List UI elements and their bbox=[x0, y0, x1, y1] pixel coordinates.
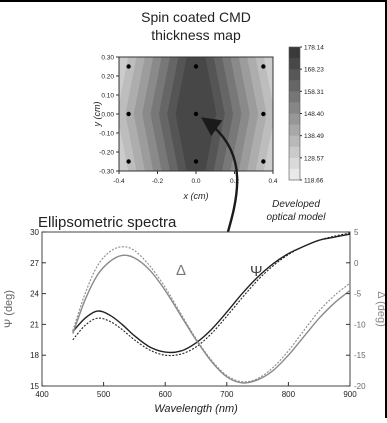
y-tick-label: -0.30 bbox=[99, 169, 114, 176]
x-tick-label: 500 bbox=[97, 390, 111, 399]
map-x-axis-label: x (cm) bbox=[183, 191, 209, 201]
map-title: Spin coated CMD bbox=[141, 9, 251, 25]
map-x-ticks: -0.4 -0.2 0.0 0.2 0.4 bbox=[113, 171, 278, 185]
delta-model-line bbox=[72, 246, 350, 383]
colorbar-tick-label: 118.66 bbox=[304, 178, 324, 185]
colorbar: 178.14 168.23 158.31 148.40 138.49 128.57 118.… bbox=[288, 45, 324, 185]
colorbar-swatch bbox=[289, 102, 300, 114]
y-tick-label: -0.10 bbox=[99, 131, 114, 138]
ellipsometric-spectra: Ellipsometric spectra 400 500 600 700 800 900… bbox=[3, 214, 387, 415]
y-tick-label: 18 bbox=[30, 351, 39, 360]
measurement-point bbox=[126, 159, 131, 164]
colorbar-swatch bbox=[289, 124, 300, 137]
x-tick-label: 0.2 bbox=[230, 178, 239, 185]
psi-series-label: Ψ bbox=[250, 263, 263, 280]
y-tick-label: 15 bbox=[30, 382, 39, 391]
x-tick-label: 800 bbox=[282, 390, 296, 399]
annotation-line2: optical model bbox=[267, 212, 327, 223]
spectra-x-ticks: 400 500 600 700 800 900 bbox=[35, 382, 357, 399]
colorbar-tick-label: 168.23 bbox=[304, 67, 324, 74]
colorbar-swatch bbox=[289, 113, 300, 126]
y-tick-label: 0.20 bbox=[101, 74, 114, 81]
map-y-axis-label: y (cm) bbox=[92, 102, 102, 128]
colorbar-swatch bbox=[289, 91, 300, 103]
map-title-line2: thickness map bbox=[151, 27, 241, 43]
colorbar-swatch bbox=[289, 80, 300, 92]
spectra-y-ticks: 30 27 24 21 18 15 bbox=[30, 228, 46, 391]
measurement-point bbox=[126, 64, 131, 69]
measurement-point bbox=[261, 159, 266, 164]
y2-tick-label: -5 bbox=[354, 290, 362, 299]
top-border bbox=[0, 0, 387, 2]
colorbar-swatch bbox=[289, 146, 300, 159]
measurement-points bbox=[126, 64, 266, 164]
y-tick-label: 30 bbox=[30, 228, 39, 237]
right-border bbox=[385, 0, 387, 418]
measurement-point bbox=[126, 111, 131, 117]
y2-tick-label: -10 bbox=[354, 320, 366, 329]
colorbar-swatch bbox=[289, 58, 300, 70]
colorbar-swatch bbox=[289, 168, 300, 181]
y2-tick-label: 5 bbox=[354, 228, 359, 237]
delta-series-label: Δ bbox=[176, 262, 186, 279]
y-tick-label: 21 bbox=[30, 320, 39, 329]
x-tick-label: -0.2 bbox=[152, 178, 164, 185]
colorbar-swatch bbox=[289, 135, 300, 148]
y2-tick-label: 0 bbox=[354, 259, 359, 268]
measurement-point bbox=[261, 64, 266, 69]
spectra-title: Ellipsometric spectra bbox=[38, 214, 177, 231]
y-tick-label: 24 bbox=[30, 290, 39, 299]
delta-measured-line bbox=[72, 254, 350, 384]
measurement-point bbox=[193, 111, 199, 117]
x-tick-label: -0.4 bbox=[113, 178, 125, 185]
psi-measured-line bbox=[72, 233, 350, 354]
y-tick-label: 0.10 bbox=[101, 93, 114, 100]
colorbar-swatch bbox=[289, 47, 300, 59]
y-tick-label: 0.00 bbox=[101, 112, 114, 119]
colorbar-tick-label: 148.40 bbox=[304, 111, 324, 118]
colorbar-swatch bbox=[289, 157, 300, 170]
x-tick-label: 400 bbox=[35, 390, 49, 399]
x-tick-label: 0.4 bbox=[268, 178, 277, 185]
colorbar-tick-label: 138.49 bbox=[304, 133, 324, 140]
colorbar-swatch bbox=[289, 69, 300, 81]
y2-tick-label: -20 bbox=[354, 382, 366, 391]
colorbar-tick-label: 178.14 bbox=[304, 45, 324, 52]
thickness-map: Spin coated CMD thickness map -0.4 -0.2 0.… bbox=[92, 9, 324, 201]
y-tick-label: 27 bbox=[30, 259, 39, 268]
spectra-y2-axis-label: Δ (deg) bbox=[375, 291, 387, 326]
spectra-series bbox=[72, 232, 350, 384]
x-tick-label: 600 bbox=[159, 390, 173, 399]
spectra-y-axis-label: Ψ (deg) bbox=[3, 290, 15, 328]
measurement-point bbox=[261, 111, 266, 117]
spectra-y2-ticks: 5 0 -5 -10 -15 -20 bbox=[346, 228, 366, 391]
x-tick-label: 700 bbox=[220, 390, 234, 399]
y2-tick-label: -15 bbox=[354, 351, 366, 360]
annotation-line1: Developed bbox=[272, 199, 320, 210]
measurement-point bbox=[193, 159, 199, 164]
x-tick-label: 0.0 bbox=[191, 178, 200, 185]
x-tick-label: 900 bbox=[343, 390, 357, 399]
colorbar-tick-label: 158.31 bbox=[304, 89, 324, 96]
spectra-frame bbox=[41, 231, 351, 387]
spectra-x-axis-label: Wavelength (nm) bbox=[154, 403, 238, 415]
y-tick-label: -0.20 bbox=[99, 150, 114, 157]
colorbar-tick-label: 128.57 bbox=[304, 155, 324, 162]
y-tick-label: 0.30 bbox=[101, 55, 114, 62]
measurement-point bbox=[193, 64, 199, 69]
map-y-ticks: 0.30 0.20 0.10 0.00 -0.10 -0.20 -0.30 bbox=[99, 55, 119, 176]
